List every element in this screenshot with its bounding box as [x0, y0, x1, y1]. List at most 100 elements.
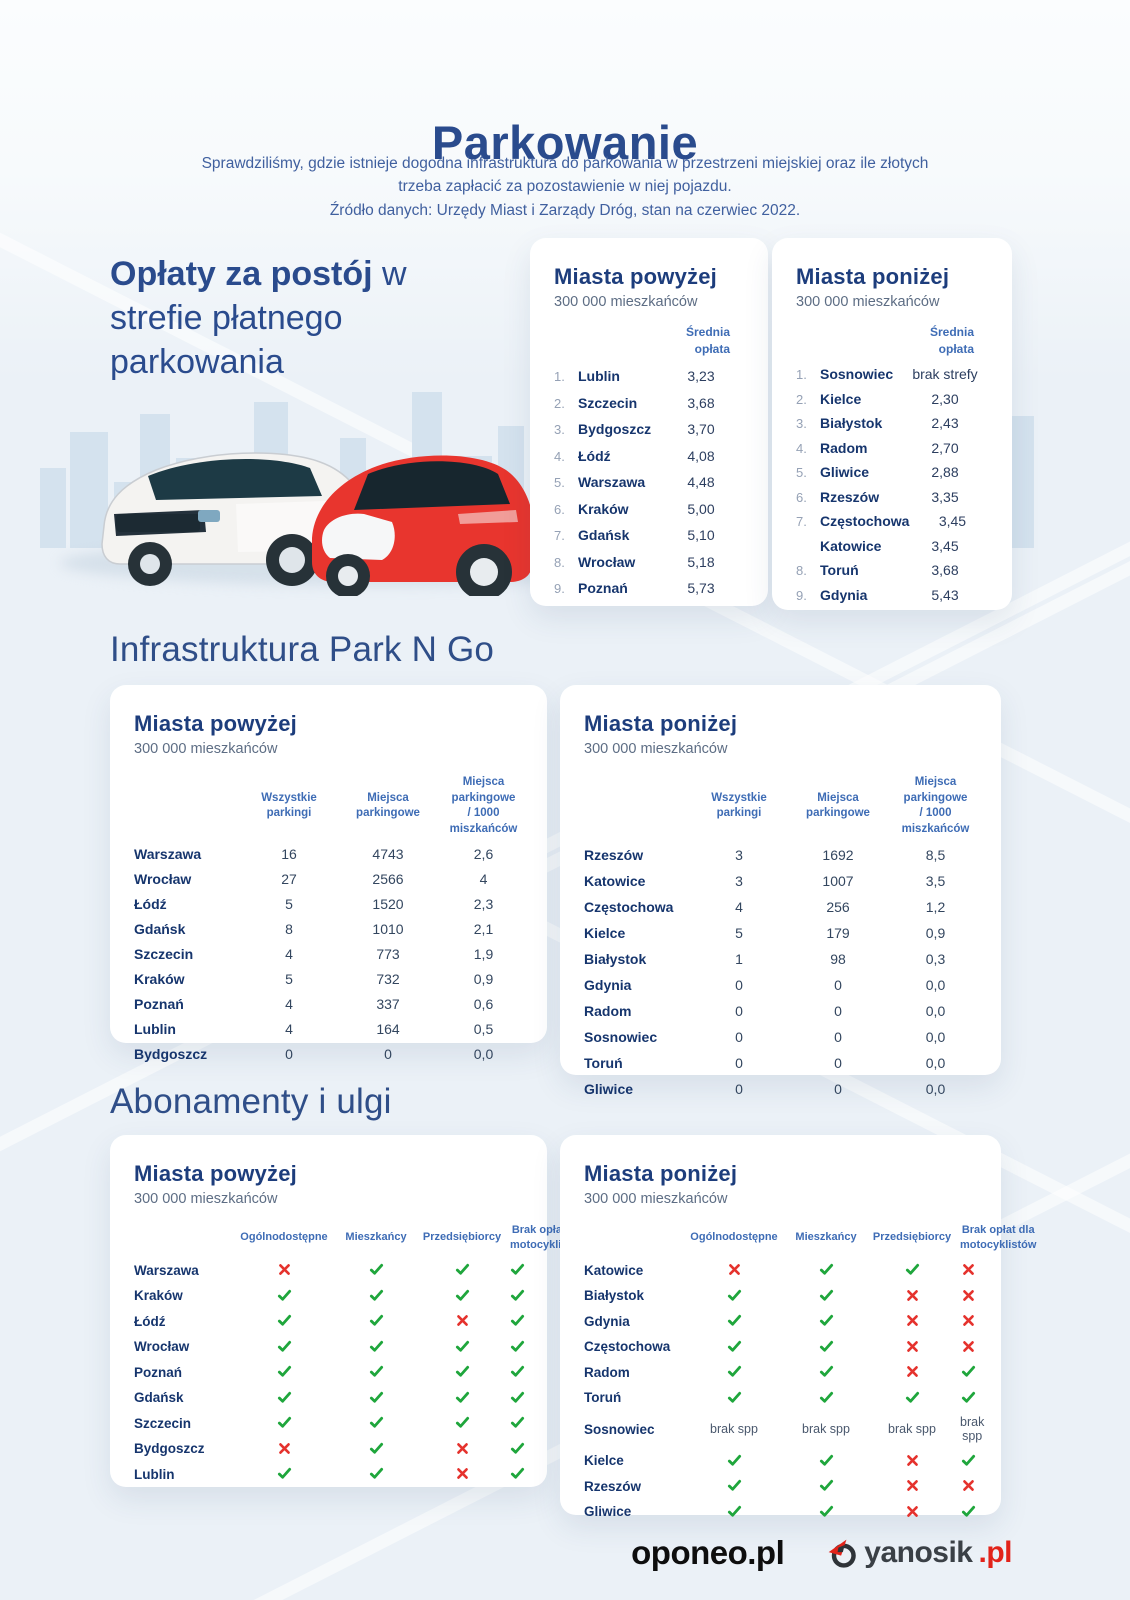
yanosik-logo: yanosik .pl [826, 1536, 1012, 1570]
check-mark [680, 1339, 788, 1355]
parking-spots: 0 [834, 1081, 842, 1098]
cross-icon [456, 1468, 468, 1480]
check-icon [510, 1264, 525, 1276]
all-parkings: 8 [285, 921, 293, 938]
city-name: Warszawa [134, 1262, 199, 1278]
check-mark [230, 1288, 338, 1304]
city-name: Sosnowiec [820, 366, 894, 383]
check-mark [338, 1441, 414, 1457]
average-fee: brak strefy [912, 366, 978, 383]
check-icon [455, 1264, 469, 1276]
rank: 5. [796, 465, 807, 481]
average-fee: 3,35 [931, 488, 959, 505]
check-icon [819, 1454, 833, 1466]
city-name: Gdynia [820, 586, 868, 603]
parking-spots: 732 [376, 971, 400, 988]
cross-mark [864, 1339, 960, 1355]
city-name: Kielce [584, 1453, 624, 1469]
average-fee: 5,00 [687, 500, 715, 517]
parking-spots: 0 [834, 977, 842, 994]
parking-spots: 179 [826, 925, 850, 942]
infrastructure-table: Warszawa 16 4743 2,6 Wrocław 27 2566 4 Łódź 5 1520… [134, 846, 523, 1062]
spots-per-1000: 0,9 [473, 971, 494, 988]
card-subtitle: 300 000 mieszkańców [584, 1191, 728, 1207]
city-name: Częstochowa [820, 513, 910, 530]
cross-icon [906, 1341, 918, 1352]
cross-mark [960, 1262, 977, 1278]
city-name: Lublin [134, 1466, 175, 1482]
rank: 3. [554, 422, 565, 438]
table-row: Gliwice 0 0 0,0 [584, 1081, 977, 1097]
parking-spots: 0 [384, 1046, 392, 1063]
table-row: Katowice [584, 1262, 977, 1278]
table-header: Ogólnodostępne Mieszkańcy Przedsiębiorcy… [690, 1224, 1037, 1251]
cross-mark [414, 1466, 510, 1482]
cross-mark [414, 1441, 510, 1457]
all-parkings: 3 [735, 873, 743, 890]
fees-row: 2. Kielce 2,30 [796, 391, 988, 407]
spots-per-1000: 0,0 [925, 1003, 946, 1020]
check-mark [338, 1262, 414, 1278]
cross-icon [278, 1443, 290, 1454]
spots-per-1000: 2,3 [473, 896, 494, 913]
fees-row: 8. Toruń 3,68 [796, 562, 988, 578]
no-zone-label: brak spp [802, 1422, 850, 1437]
average-fee: 3,68 [931, 562, 959, 579]
city-name: Lublin [578, 368, 620, 385]
parking-spots: 2566 [372, 871, 404, 888]
cross-icon [906, 1480, 918, 1492]
average-fee: 3,68 [687, 394, 715, 411]
card-title: Miasta powyżej [134, 1161, 297, 1186]
city-name: Bydgoszcz [578, 421, 652, 438]
average-fee: 2,70 [931, 439, 959, 456]
table-row: Bydgoszcz 0 0 0,0 [134, 1046, 523, 1062]
check-icon [455, 1417, 469, 1429]
check-icon [961, 1505, 976, 1517]
cross-mark [864, 1313, 960, 1329]
parking-spots: 0 [834, 1003, 842, 1020]
rank: 1. [796, 367, 807, 383]
city-name: Gliwice [584, 1081, 634, 1098]
check-mark [864, 1390, 960, 1406]
check-mark [510, 1262, 525, 1278]
cross-icon [906, 1455, 918, 1466]
parking-spots: 1010 [372, 921, 404, 938]
city-name: Łódź [134, 896, 167, 913]
all-parkings: 5 [285, 896, 293, 913]
no-zone-label: brak spp [888, 1422, 936, 1437]
check-mark [510, 1390, 525, 1406]
table-row: Toruń [584, 1390, 977, 1406]
card-subtitle: 300 000 mieszkańców [554, 294, 698, 310]
red-car [312, 455, 531, 596]
all-parkings: 5 [735, 925, 743, 942]
rank: 1. [554, 369, 565, 385]
check-icon [455, 1289, 469, 1301]
cross-mark [864, 1453, 960, 1469]
fees-row: 8. Wrocław 5,18 [554, 554, 744, 570]
check-mark [510, 1364, 525, 1380]
table-row: Lublin 4 164 0,5 [134, 1021, 523, 1037]
check-icon [905, 1391, 919, 1403]
check-mark [510, 1441, 525, 1457]
check-mark [230, 1364, 338, 1380]
fees-row: 1. Lublin 3,23 [554, 368, 744, 384]
no-zone-label: brak spp [710, 1422, 758, 1437]
city-name: Kraków [134, 971, 185, 988]
table-header: Ogólnodostępne Mieszkańcy Przedsiębiorcy… [240, 1224, 587, 1251]
cross-icon [728, 1264, 740, 1276]
cross-mark [864, 1478, 960, 1494]
card-title: Miasta poniżej [584, 711, 738, 736]
cross-icon [906, 1506, 918, 1517]
infrastructure-table: Rzeszów 3 1692 8,5 Katowice 3 1007 3,5 Częstocho… [584, 847, 977, 1097]
rank: 5. [554, 475, 565, 491]
parking-spots: 1520 [372, 896, 404, 913]
infrastructure-card-above-300k: Miasta powyżej 300 000 mieszkańców Wszys… [110, 685, 547, 1062]
parking-spots: 98 [830, 951, 846, 968]
city-name: Sosnowiec [584, 1421, 655, 1437]
table-row: Gdańsk [134, 1390, 525, 1406]
yanosik-arrow-icon [828, 1539, 857, 1568]
fees-row: 7. Gdańsk 5,10 [554, 527, 744, 543]
parking-spots: 773 [376, 946, 400, 963]
average-fee: 3,70 [687, 421, 715, 438]
table-row: Kraków [134, 1288, 525, 1304]
